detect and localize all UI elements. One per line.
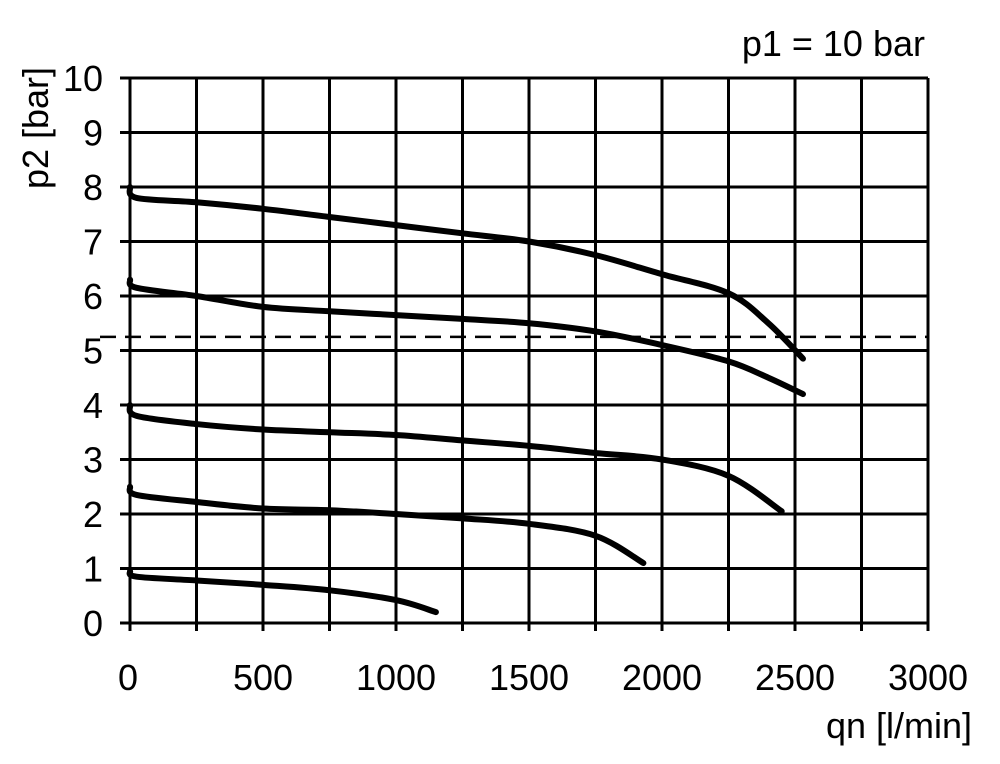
- y-tick-label: 6: [83, 276, 103, 317]
- curve-3: [126, 402, 785, 515]
- x-tick-label: 3000: [888, 657, 968, 698]
- y-tick-label: 4: [83, 385, 103, 426]
- y-tick-label: 10: [63, 58, 103, 99]
- curve-4: [126, 483, 647, 567]
- x-tick-label: 2500: [755, 657, 835, 698]
- x-tick-label: 1000: [356, 657, 436, 698]
- curve-2: [126, 276, 806, 398]
- tick-labels: 0 1 2 3 4 5 6 7 8 9 10 0 500 1000 1500 2000 2500 3000: [63, 58, 968, 698]
- x-tick-label: 2000: [622, 657, 702, 698]
- y-tick-label: 5: [83, 331, 103, 372]
- x-axis-label: qn [l/min]: [826, 705, 972, 746]
- annotation-p1: p1 = 10 bar: [742, 23, 925, 64]
- y-tick-label: 8: [83, 167, 103, 208]
- curve-1: [126, 184, 806, 362]
- x-tick-label: 0: [118, 657, 138, 698]
- y-tick-label: 0: [83, 603, 103, 644]
- x-tick-label: 1500: [489, 657, 569, 698]
- y-axis-label: p2 [bar]: [15, 67, 56, 189]
- y-tick-label: 2: [83, 494, 103, 535]
- y-tick-label: 7: [83, 222, 103, 263]
- grid: [120, 76, 930, 631]
- curve-5: [126, 568, 439, 616]
- y-tick-label: 1: [83, 549, 103, 590]
- curves: [126, 184, 806, 616]
- y-tick-label: 3: [83, 440, 103, 481]
- x-tick-label: 500: [233, 657, 293, 698]
- y-tick-label: 9: [83, 113, 103, 154]
